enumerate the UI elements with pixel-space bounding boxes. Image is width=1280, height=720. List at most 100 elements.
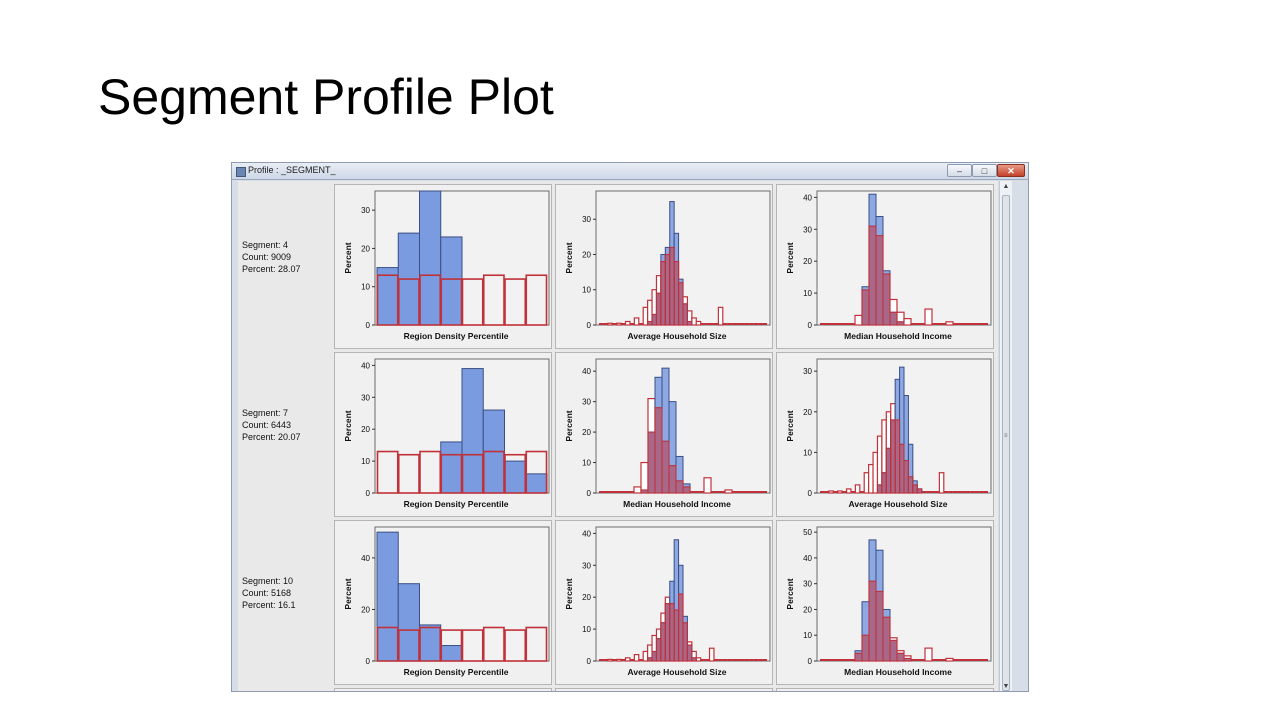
scroll-thumb[interactable]: ≡	[1002, 195, 1010, 691]
overall-bar-min	[948, 491, 953, 493]
overall-bar	[724, 489, 733, 494]
window-app-icon[interactable]	[236, 167, 246, 177]
overall-bar-min	[842, 491, 847, 493]
overall-bar-min	[727, 659, 732, 661]
overall-bar	[845, 488, 852, 494]
overlap-bar	[651, 313, 657, 326]
overlap-bar	[861, 289, 870, 326]
histogram-panel: 0 10 20 30 40 Average Household Size Percent	[555, 520, 773, 685]
y-axis-label: Percent	[564, 578, 574, 609]
vertical-scrollbar[interactable]: ▲ ≡ ▼	[999, 181, 1012, 691]
overlap-bar	[916, 488, 923, 494]
overall-bar	[376, 626, 399, 662]
overall-bar-min	[629, 659, 635, 661]
minimize-button[interactable]: –	[947, 164, 972, 177]
overall-bar-min	[965, 491, 971, 493]
overall-bar	[397, 629, 420, 662]
overall-bar	[924, 647, 933, 662]
overall-bar-min	[700, 659, 706, 661]
overall-bar	[695, 320, 702, 326]
window-titlebar[interactable]: Profile : _SEGMENT_ – □ ✕	[232, 163, 1028, 180]
overall-bar	[419, 450, 442, 494]
overlap-bar	[678, 593, 684, 662]
overall-bar-min	[722, 659, 728, 661]
y-tick-label: 20	[803, 605, 812, 614]
overall-bar-min	[739, 491, 746, 493]
overall-bar-min	[953, 659, 960, 661]
y-tick-label: 30	[361, 393, 370, 402]
overall-bar	[419, 274, 442, 326]
overall-bar-min	[705, 659, 710, 661]
y-axis-label: Percent	[343, 410, 353, 441]
overall-bar	[640, 461, 649, 494]
overlap-bar	[861, 634, 870, 662]
scroll-down-icon[interactable]: ▼	[1002, 683, 1010, 690]
overlap-bar	[655, 638, 662, 662]
overlap-bar	[854, 652, 863, 662]
y-tick-label: 10	[803, 631, 812, 640]
y-tick-label: 40	[582, 529, 591, 538]
overlap-bar	[673, 609, 680, 662]
overlap-bar	[691, 657, 697, 662]
y-tick-label: 20	[582, 250, 591, 259]
overall-bar-min	[697, 491, 704, 493]
overall-bar	[440, 278, 463, 326]
overlap-bar	[669, 603, 675, 662]
y-tick-label: 20	[361, 244, 370, 253]
overlap-bar	[896, 652, 905, 662]
overlap-bar	[875, 590, 884, 662]
segment-count: Count: 9009	[242, 252, 292, 262]
x-axis-label: Median Household Income	[844, 667, 952, 677]
overall-bar-min	[746, 491, 753, 493]
overall-bar-min	[820, 323, 827, 325]
overall-bar-min	[974, 491, 980, 493]
overall-bar-min	[824, 491, 829, 493]
maximize-button[interactable]: □	[972, 164, 997, 177]
overall-bar-min	[740, 659, 745, 661]
y-tick-label: 10	[361, 283, 370, 292]
overall-bar	[872, 451, 879, 494]
overlap-bar	[664, 603, 671, 662]
overall-bar-min	[930, 491, 935, 493]
y-tick-label: 0	[366, 321, 371, 330]
x-axis-label: Region Density Percentile	[404, 499, 509, 509]
overall-bar-min	[981, 659, 988, 661]
y-tick-label: 30	[803, 580, 812, 589]
overall-bar-min	[932, 323, 939, 325]
overall-bar-min	[722, 323, 728, 325]
overall-bar	[924, 308, 933, 326]
overall-bar	[695, 657, 702, 662]
overall-bar-min	[718, 659, 723, 661]
y-tick-label: 40	[582, 367, 591, 376]
overall-bar-min	[753, 491, 760, 493]
overall-bar	[440, 453, 463, 494]
segment-count: Count: 6443	[242, 420, 292, 430]
overall-bar	[854, 314, 863, 326]
overall-bar-min	[981, 323, 988, 325]
overall-bar-min	[820, 491, 825, 493]
overlap-bar	[647, 320, 653, 326]
overall-bar	[376, 450, 399, 494]
overall-bar-min	[926, 491, 931, 493]
histogram-chart: 0 10 20 30 40 Region Density Percentile Percen…	[343, 358, 550, 509]
overall-bar-min	[700, 323, 706, 325]
overlap-bar	[876, 484, 883, 494]
overall-bar-min	[834, 323, 841, 325]
scroll-up-icon[interactable]: ▲	[1002, 183, 1010, 190]
overall-bar	[624, 320, 631, 326]
overall-bar	[633, 486, 642, 494]
overall-bar-min	[620, 491, 627, 493]
overall-bar	[482, 274, 505, 326]
overall-bar-min	[613, 491, 620, 493]
overall-bar-min	[732, 491, 739, 493]
histogram-chart: 0 10 20 30 40 Median Household Income Percent	[564, 358, 771, 509]
overall-bar-min	[705, 323, 710, 325]
overlap-bar	[660, 261, 666, 326]
segment-info: Segment: 10 Count: 5168 Percent: 16.1	[242, 575, 296, 611]
close-button[interactable]: ✕	[997, 164, 1025, 177]
overall-bar-min	[827, 323, 834, 325]
overall-bar-min	[850, 491, 856, 493]
y-tick-label: 20	[803, 408, 812, 417]
overlap-bar	[678, 282, 684, 326]
grip-icon: ≡	[1004, 433, 1008, 439]
